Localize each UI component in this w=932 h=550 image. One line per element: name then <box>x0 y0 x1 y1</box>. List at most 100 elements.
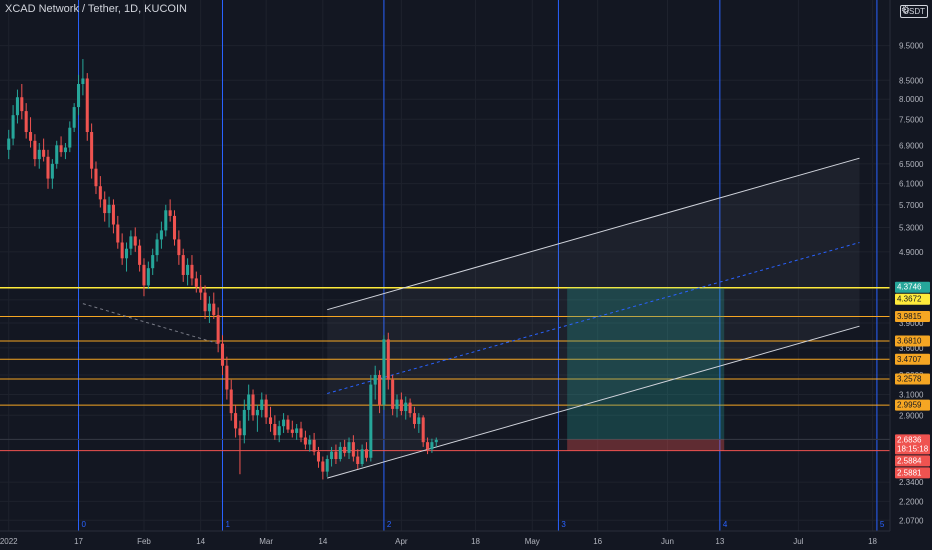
settings-gear-icon[interactable]: ⚙ <box>901 5 910 16</box>
candle-body <box>325 459 329 472</box>
position-stop-zone <box>567 439 725 451</box>
candle-body <box>107 204 111 214</box>
x-tick-label: Jul <box>793 537 803 546</box>
x-tick-label: Feb <box>137 537 151 546</box>
price-level-label-bg <box>895 281 930 293</box>
candle-body <box>194 278 198 287</box>
candle-body <box>338 446 342 460</box>
y-tick-label: 6.1000 <box>899 180 924 189</box>
candle-body <box>299 428 303 438</box>
candle-body <box>234 413 238 429</box>
candle-body <box>186 264 190 275</box>
candle-body <box>242 409 246 436</box>
candle-body <box>207 303 211 312</box>
candle-body <box>404 402 408 411</box>
parallel-channel[interactable] <box>327 157 860 479</box>
price-level-label-bg <box>895 434 930 455</box>
candle-body <box>255 409 259 416</box>
candle-body <box>434 439 438 443</box>
candle-body <box>426 442 430 450</box>
candle-body <box>181 255 185 275</box>
candle-body <box>111 204 115 225</box>
x-tick-label: 17 <box>74 537 83 546</box>
candle-body <box>146 268 150 286</box>
candle-body <box>50 163 54 179</box>
candle-body <box>124 248 129 259</box>
x-tick-label: 14 <box>196 537 205 546</box>
x-tick-label: 18 <box>868 537 877 546</box>
candle-body <box>33 140 37 160</box>
x-tick-label: 14 <box>318 537 327 546</box>
candle-body <box>68 127 72 148</box>
x-tick-label: Jun <box>661 537 674 546</box>
candle-body <box>273 423 277 436</box>
candle-body <box>386 339 390 380</box>
price-level-label-bg <box>895 467 930 479</box>
x-tick-label: Apr <box>395 537 408 546</box>
candle-body <box>360 449 364 464</box>
candle-body <box>120 242 124 259</box>
candle-body <box>37 149 41 160</box>
candle-body <box>430 442 434 450</box>
candle-body <box>238 428 242 436</box>
candle-body <box>199 286 203 293</box>
candle-body <box>138 245 142 265</box>
candle-body <box>7 138 11 150</box>
candle-body <box>347 442 351 453</box>
candlestick-series <box>7 59 438 480</box>
candle-body <box>421 417 425 443</box>
x-tick-label: 2022 <box>0 537 18 546</box>
price-level-labels: 4.3746 4.3672 3.9815 3.6810 3.4707 3.2578 2.99… <box>895 281 930 479</box>
candle-body <box>264 399 268 418</box>
candle-body <box>382 339 386 405</box>
y-tick-label: 2.3400 <box>899 478 924 487</box>
y-tick-label: 5.7000 <box>899 201 924 210</box>
candle-body <box>212 303 216 316</box>
y-tick-label: 9.5000 <box>899 42 924 51</box>
candle-body <box>129 236 133 249</box>
x-tick-label: Mar <box>259 537 273 546</box>
candle-body <box>203 292 207 312</box>
symbol-title[interactable]: XCAD Network / Tether, 1D, KUCOIN <box>5 3 187 15</box>
candle-body <box>177 239 181 256</box>
candle-body <box>308 439 312 445</box>
candle-body <box>290 429 294 433</box>
candle-body <box>172 215 177 240</box>
candle-body <box>98 186 102 200</box>
candle-body <box>159 230 163 240</box>
candle-body <box>42 149 46 157</box>
candle-body <box>395 399 399 409</box>
currency-unit-badge[interactable]: USDT <box>900 5 928 18</box>
time-axis-panel <box>0 531 932 550</box>
y-tick-label: 3.1000 <box>899 390 924 399</box>
dashed-trendline[interactable] <box>82 303 228 347</box>
candle-body <box>59 145 63 153</box>
trendline-dashed <box>82 303 228 347</box>
candle-body <box>151 255 155 269</box>
candle-body <box>247 394 251 410</box>
candle-body <box>391 379 395 409</box>
y-tick-label: 6.5000 <box>899 160 924 169</box>
candle-body <box>351 442 355 457</box>
cycle-line-label: 0 <box>82 520 87 529</box>
y-tick-label: 2.9000 <box>899 411 924 420</box>
candle-body <box>94 168 98 187</box>
candle-body <box>85 78 89 133</box>
price-level-label-bg <box>895 373 930 385</box>
candle-body <box>190 264 194 279</box>
candle-body <box>316 451 321 462</box>
price-level-label: 2.5881 <box>897 468 922 477</box>
price-level-label: 4.3672 <box>897 295 922 304</box>
cycle-lines: 0 1 2 3 4 5 <box>78 0 885 531</box>
candle-body <box>260 399 264 410</box>
candle-body <box>225 365 229 390</box>
candle-body <box>90 132 94 169</box>
candle-body <box>155 239 159 256</box>
long-position-tool[interactable] <box>567 287 725 451</box>
candle-body <box>63 147 67 153</box>
cycle-line-label: 1 <box>226 520 231 529</box>
candle-body <box>72 107 76 128</box>
candle-body <box>343 446 347 453</box>
